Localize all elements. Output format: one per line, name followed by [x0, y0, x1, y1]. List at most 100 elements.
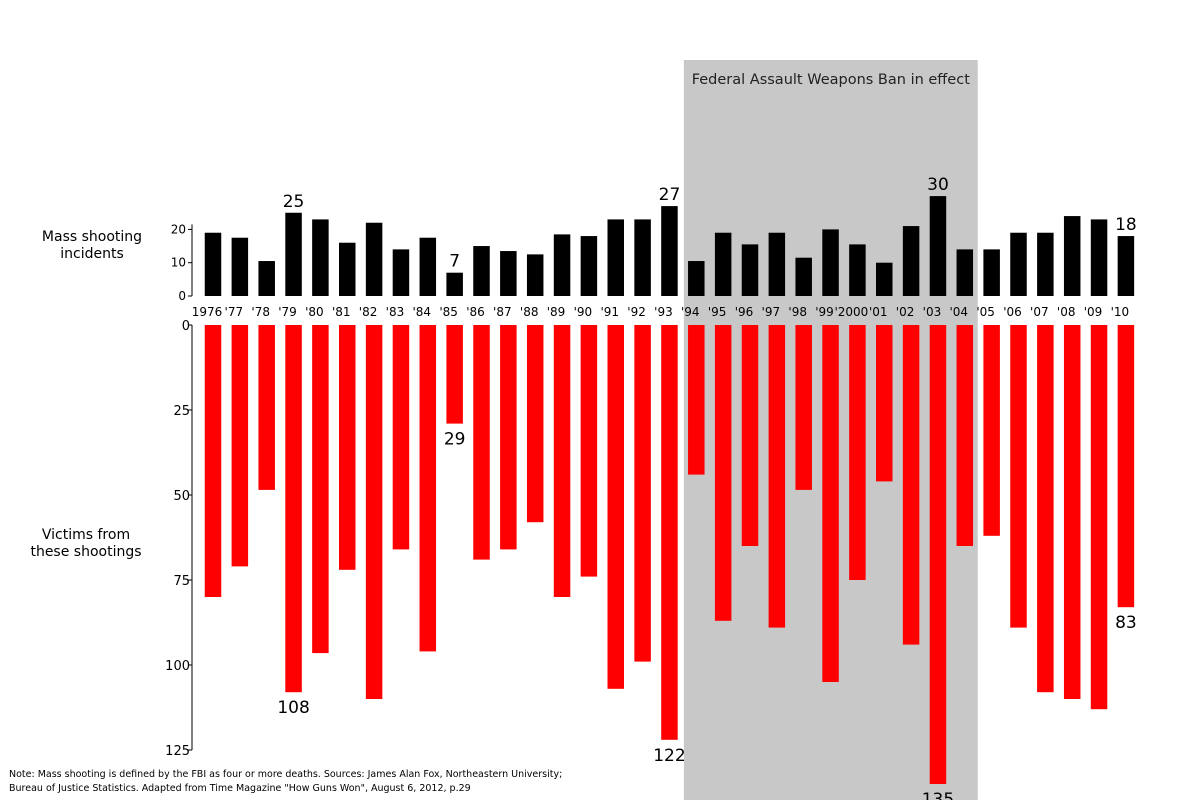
victim-bar — [473, 325, 490, 560]
incident-bar — [741, 244, 759, 296]
year-tick-label: '06 — [1003, 305, 1022, 319]
victim-bar — [607, 325, 624, 689]
year-tick-label: '96 — [735, 305, 754, 319]
year-tick-label: '80 — [305, 305, 324, 319]
year-tick-label: '07 — [1030, 305, 1049, 319]
incident-bar — [768, 232, 786, 296]
victims-y-tick-label: 25 — [173, 404, 190, 419]
incident-bar — [285, 212, 302, 296]
victim-bar — [1063, 325, 1081, 699]
victim-bar — [876, 325, 893, 482]
incident-bar — [849, 244, 866, 296]
year-tick-label: '10 — [1111, 305, 1130, 319]
year-tick-label: '2000 — [834, 305, 868, 319]
incident-bar — [1063, 216, 1081, 296]
year-tick-label: 1976 — [192, 305, 223, 319]
incidents-y-tick-label: 10 — [171, 256, 186, 270]
incident-bar — [795, 257, 812, 296]
year-tick-label: '86 — [466, 305, 485, 319]
victim-bar — [553, 325, 571, 597]
incident-bar — [983, 249, 1000, 296]
year-tick-label: '05 — [976, 305, 995, 319]
incident-bar — [956, 249, 974, 296]
victim-bar — [446, 325, 463, 424]
incident-bar — [365, 222, 383, 296]
year-tick-label: '90 — [574, 305, 593, 319]
victims-y-tick-label: 100 — [165, 659, 190, 674]
incidents-axis-label: incidents — [60, 246, 124, 262]
incident-value-label: 27 — [659, 185, 681, 205]
incident-bar — [419, 237, 437, 296]
year-tick-label: '84 — [413, 305, 432, 319]
victim-bar — [929, 325, 947, 784]
year-tick-label: '08 — [1057, 305, 1076, 319]
incident-value-label: 7 — [449, 252, 460, 272]
incident-bar — [392, 249, 410, 296]
victim-bar — [1010, 325, 1027, 628]
incident-bar — [1010, 232, 1027, 296]
year-tick-label: '78 — [251, 305, 270, 319]
victim-bar — [956, 325, 974, 546]
victim-bar — [1117, 325, 1135, 608]
incident-bar — [876, 262, 893, 296]
victim-bar — [392, 325, 410, 550]
incident-bar — [607, 219, 624, 296]
year-tick-label: '02 — [896, 305, 915, 319]
victim-bar — [1090, 325, 1108, 710]
victim-value-label: 83 — [1115, 613, 1137, 633]
victim-bar — [312, 325, 329, 654]
year-tick-label: '01 — [869, 305, 888, 319]
incident-bar — [1117, 236, 1135, 296]
year-tick-label: '91 — [600, 305, 619, 319]
victim-bar — [902, 325, 920, 645]
incident-bar — [204, 232, 222, 296]
incident-bar — [714, 232, 732, 296]
victim-value-label: 29 — [444, 430, 466, 450]
victim-bar — [285, 325, 302, 693]
victim-bar — [258, 325, 275, 490]
source-note-line-2: Bureau of Justice Statistics. Adapted fr… — [9, 783, 471, 794]
year-tick-label: '04 — [950, 305, 969, 319]
victim-value-label: 122 — [653, 746, 685, 766]
year-tick-label: '83 — [386, 305, 405, 319]
incident-bar — [634, 219, 651, 296]
year-tick-label: '87 — [493, 305, 512, 319]
victim-bar — [822, 325, 839, 682]
victim-bar — [768, 325, 786, 628]
year-tick-label: '89 — [547, 305, 566, 319]
incident-bar — [258, 261, 275, 296]
year-tick-label: '95 — [708, 305, 727, 319]
year-tick-label: '88 — [520, 305, 539, 319]
incident-bar — [339, 242, 356, 296]
victim-value-label: 135 — [922, 790, 954, 800]
incident-bar — [1090, 219, 1108, 296]
incident-bar — [500, 251, 517, 296]
year-tick-label: '09 — [1084, 305, 1103, 319]
victim-bar — [688, 325, 705, 475]
incident-bar — [231, 237, 249, 296]
year-tick-label: '92 — [627, 305, 646, 319]
incident-bar — [661, 206, 678, 296]
year-tick-label: '94 — [681, 305, 700, 319]
incident-bar — [688, 261, 705, 296]
victim-bar — [714, 325, 732, 621]
victim-bar — [339, 325, 356, 570]
victim-bar — [365, 325, 383, 699]
victim-bar — [983, 325, 1000, 536]
victim-bar — [741, 325, 759, 546]
year-tick-label: '85 — [439, 305, 458, 319]
incident-value-label: 18 — [1115, 215, 1137, 235]
year-tick-label: '98 — [788, 305, 807, 319]
year-tick-label: '03 — [923, 305, 942, 319]
year-tick-label: '81 — [332, 305, 351, 319]
victims-y-tick-label: 50 — [173, 489, 190, 504]
year-tick-label: '82 — [359, 305, 378, 319]
year-tick-label: '79 — [278, 305, 297, 319]
victim-bar — [661, 325, 678, 740]
incident-bar — [446, 272, 463, 296]
victim-bar — [1037, 325, 1054, 693]
victims-axis-label: these shootings — [30, 544, 141, 560]
incident-bar — [312, 219, 329, 296]
victim-bar — [419, 325, 437, 652]
